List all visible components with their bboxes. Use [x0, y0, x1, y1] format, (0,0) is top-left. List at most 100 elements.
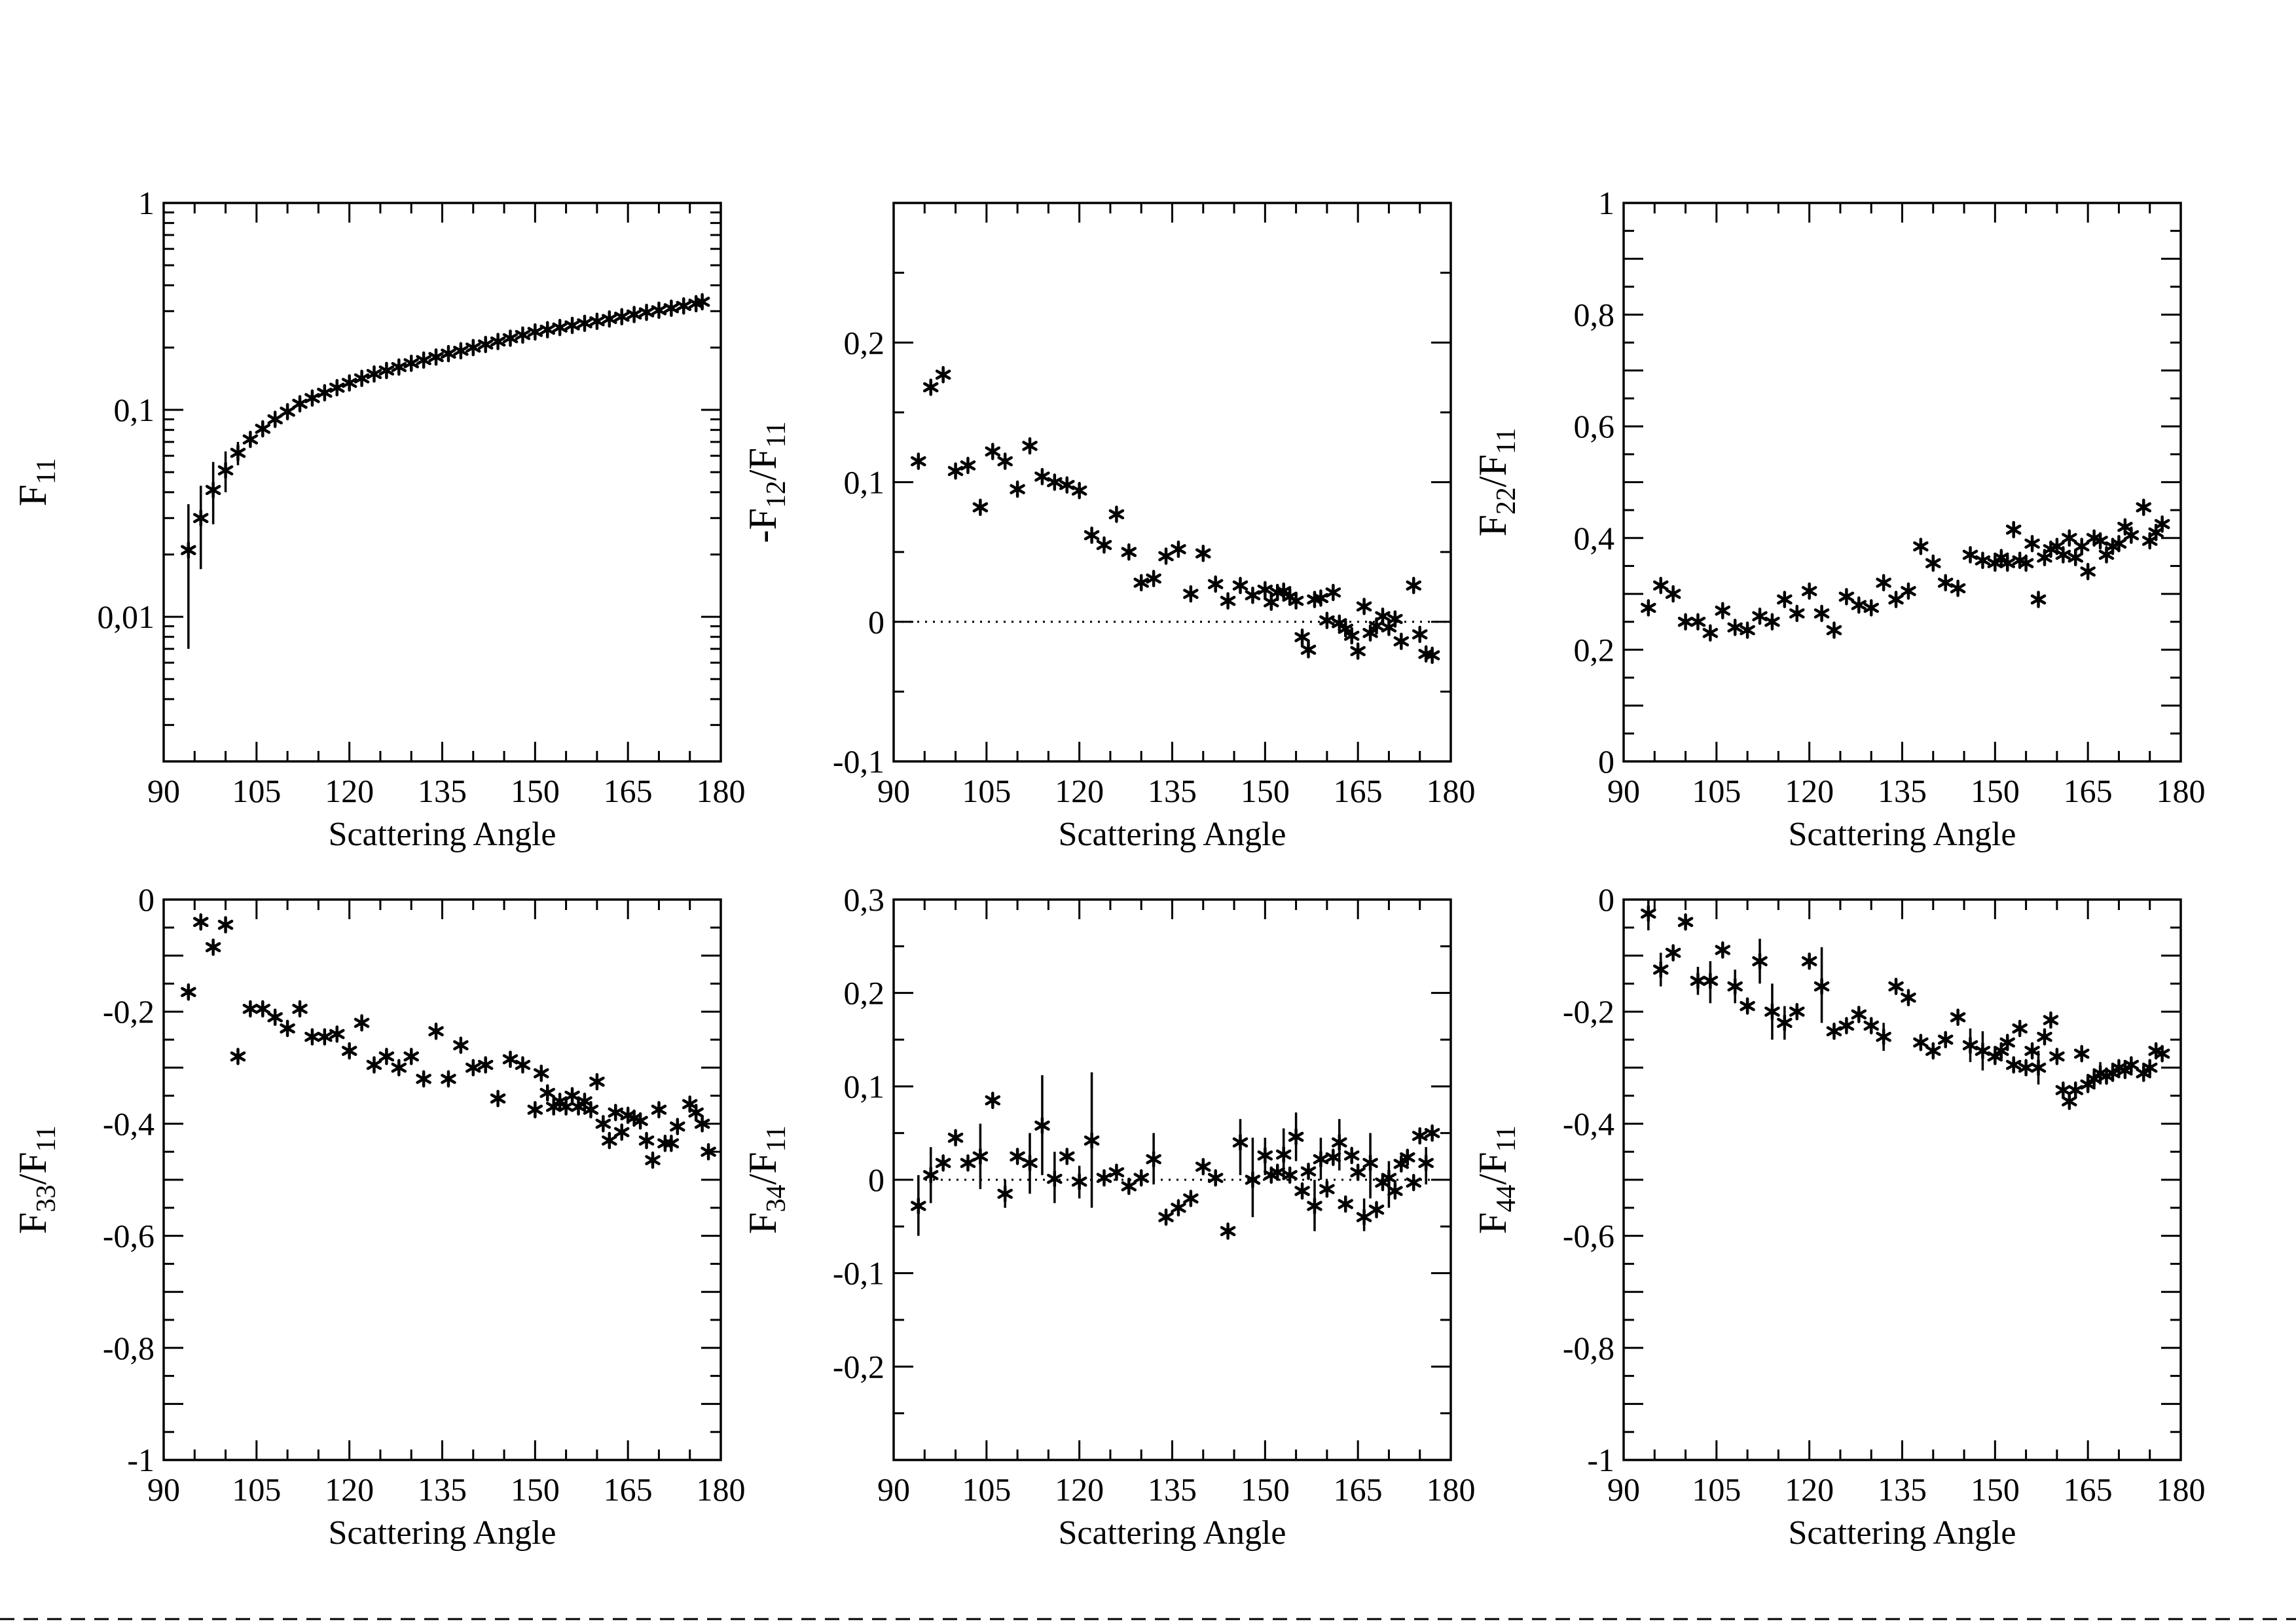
x-tick-label: 150: [511, 773, 560, 809]
data-point: [2154, 515, 2170, 533]
y-tick-label: -0,4: [1563, 1105, 1614, 1142]
data-point: [1813, 604, 1830, 623]
data-point: [1220, 592, 1236, 610]
data-point: [1288, 1128, 1304, 1146]
data-point: [608, 1104, 624, 1122]
x-tick-label: 90: [877, 773, 910, 809]
data-point: [1838, 588, 1855, 606]
data-point: [688, 1104, 704, 1122]
data-point: [960, 1154, 976, 1172]
data-point: [1207, 1169, 1224, 1187]
data-point: [1171, 1199, 1186, 1217]
data-point: [416, 351, 431, 369]
data-point: [2080, 562, 2096, 581]
data-point: [1096, 1169, 1112, 1187]
data-point: [1677, 613, 1694, 630]
y-tick-label: 0,01: [98, 598, 155, 635]
data-point: [947, 1129, 964, 1147]
data-point: [1356, 1208, 1372, 1226]
y-axis-title-subscript: 11: [761, 1125, 792, 1152]
data-point: [1826, 621, 1842, 639]
data-point: [2018, 1059, 2034, 1077]
data-point: [1789, 604, 1805, 623]
data-point: [1059, 1148, 1075, 1165]
x-tick-label: 180: [2157, 773, 2206, 809]
plot-frame: [1622, 202, 2182, 763]
data-point: [1727, 977, 1743, 995]
y-axis-title: F22/F11: [1471, 428, 1522, 537]
y-axis-title: F33/F11: [11, 1125, 62, 1234]
x-axis-title: Scattering Angle: [1058, 1514, 1286, 1552]
data-point: [2030, 1059, 2047, 1077]
data-point: [1727, 619, 1743, 636]
data-point: [645, 1151, 661, 1169]
y-tick-label: -0,2: [833, 1348, 884, 1385]
data-point: [1863, 1017, 1879, 1034]
data-point: [230, 444, 246, 462]
data-point: [267, 1008, 283, 1027]
data-point: [304, 1028, 320, 1046]
x-tick-label: 90: [1607, 773, 1640, 809]
data-point: [1913, 1034, 1929, 1051]
data-point: [1232, 577, 1248, 594]
data-point: [1146, 570, 1161, 587]
x-tick-label: 120: [1785, 773, 1834, 809]
data-point: [1406, 1174, 1422, 1192]
data-point: [985, 443, 1001, 460]
data-point: [960, 456, 976, 475]
data-point: [1343, 627, 1360, 645]
y-tick-label: 0: [1598, 743, 1614, 780]
chart-panel-1: 90 105 120 135 150 165 180 0,01 0,1 1 Scattering A…: [11, 185, 746, 853]
data-point: [1010, 1148, 1025, 1165]
data-point: [589, 1072, 605, 1091]
data-point: [1702, 972, 1719, 990]
data-point: [1740, 621, 1755, 639]
x-tick-label: 105: [232, 1471, 281, 1508]
data-point: [502, 1050, 519, 1068]
data-point: [1715, 602, 1731, 619]
x-tick-label: 180: [2157, 1471, 2206, 1508]
data-point: [1888, 977, 1904, 995]
data-point: [2062, 1092, 2077, 1110]
data-point: [564, 316, 580, 335]
data-point: [552, 1092, 568, 1110]
chart-panel-4: 90 105 120 135 150 165 180 -1 -0,8 -0,6 -0,4 -0,2 0 S…: [11, 881, 746, 1552]
data-point: [1975, 1042, 1991, 1060]
x-axis-title: Scattering Angle: [1788, 816, 2016, 853]
data-point: [911, 1197, 926, 1215]
x-tick-label: 90: [877, 1471, 910, 1508]
data-point: [2123, 1056, 2140, 1074]
data-point: [1876, 574, 1891, 592]
data-point: [1764, 1002, 1780, 1021]
data-point: [972, 498, 989, 517]
data-point: [947, 462, 964, 480]
y-axis-title: -F12/F11: [741, 422, 792, 543]
data-point: [602, 310, 617, 328]
data-point: [1888, 591, 1904, 608]
data-point: [1121, 543, 1137, 561]
data-point: [2005, 520, 2022, 539]
data-point: [2030, 591, 2047, 608]
data-point: [1652, 577, 1669, 594]
y-tick-label: -0,8: [1563, 1330, 1614, 1366]
x-axis-title: Scattering Angle: [328, 1514, 556, 1552]
y-axis-title-part: /F: [11, 1152, 54, 1185]
y-tick-label: -0,1: [833, 1255, 884, 1292]
data-point: [595, 1115, 611, 1133]
data-point: [1999, 1034, 2016, 1051]
data-point: [1343, 1146, 1360, 1165]
data-point: [1133, 574, 1149, 592]
data-point: [1813, 977, 1830, 995]
y-axis-title-part: /F: [1471, 454, 1514, 487]
x-tick-label: 150: [1241, 1471, 1290, 1508]
data-point: [1338, 1195, 1354, 1213]
x-tick-label: 165: [604, 773, 653, 809]
data-point: [638, 1131, 655, 1150]
y-tick-label: 0,2: [1574, 631, 1615, 668]
y-axis-title-part: /F: [741, 448, 784, 481]
data-point: [1257, 581, 1273, 598]
y-tick-label: 1: [1598, 185, 1614, 221]
data-point: [1937, 1030, 1954, 1049]
x-tick-label: 120: [1785, 1471, 1834, 1508]
data-point: [1913, 538, 1929, 555]
